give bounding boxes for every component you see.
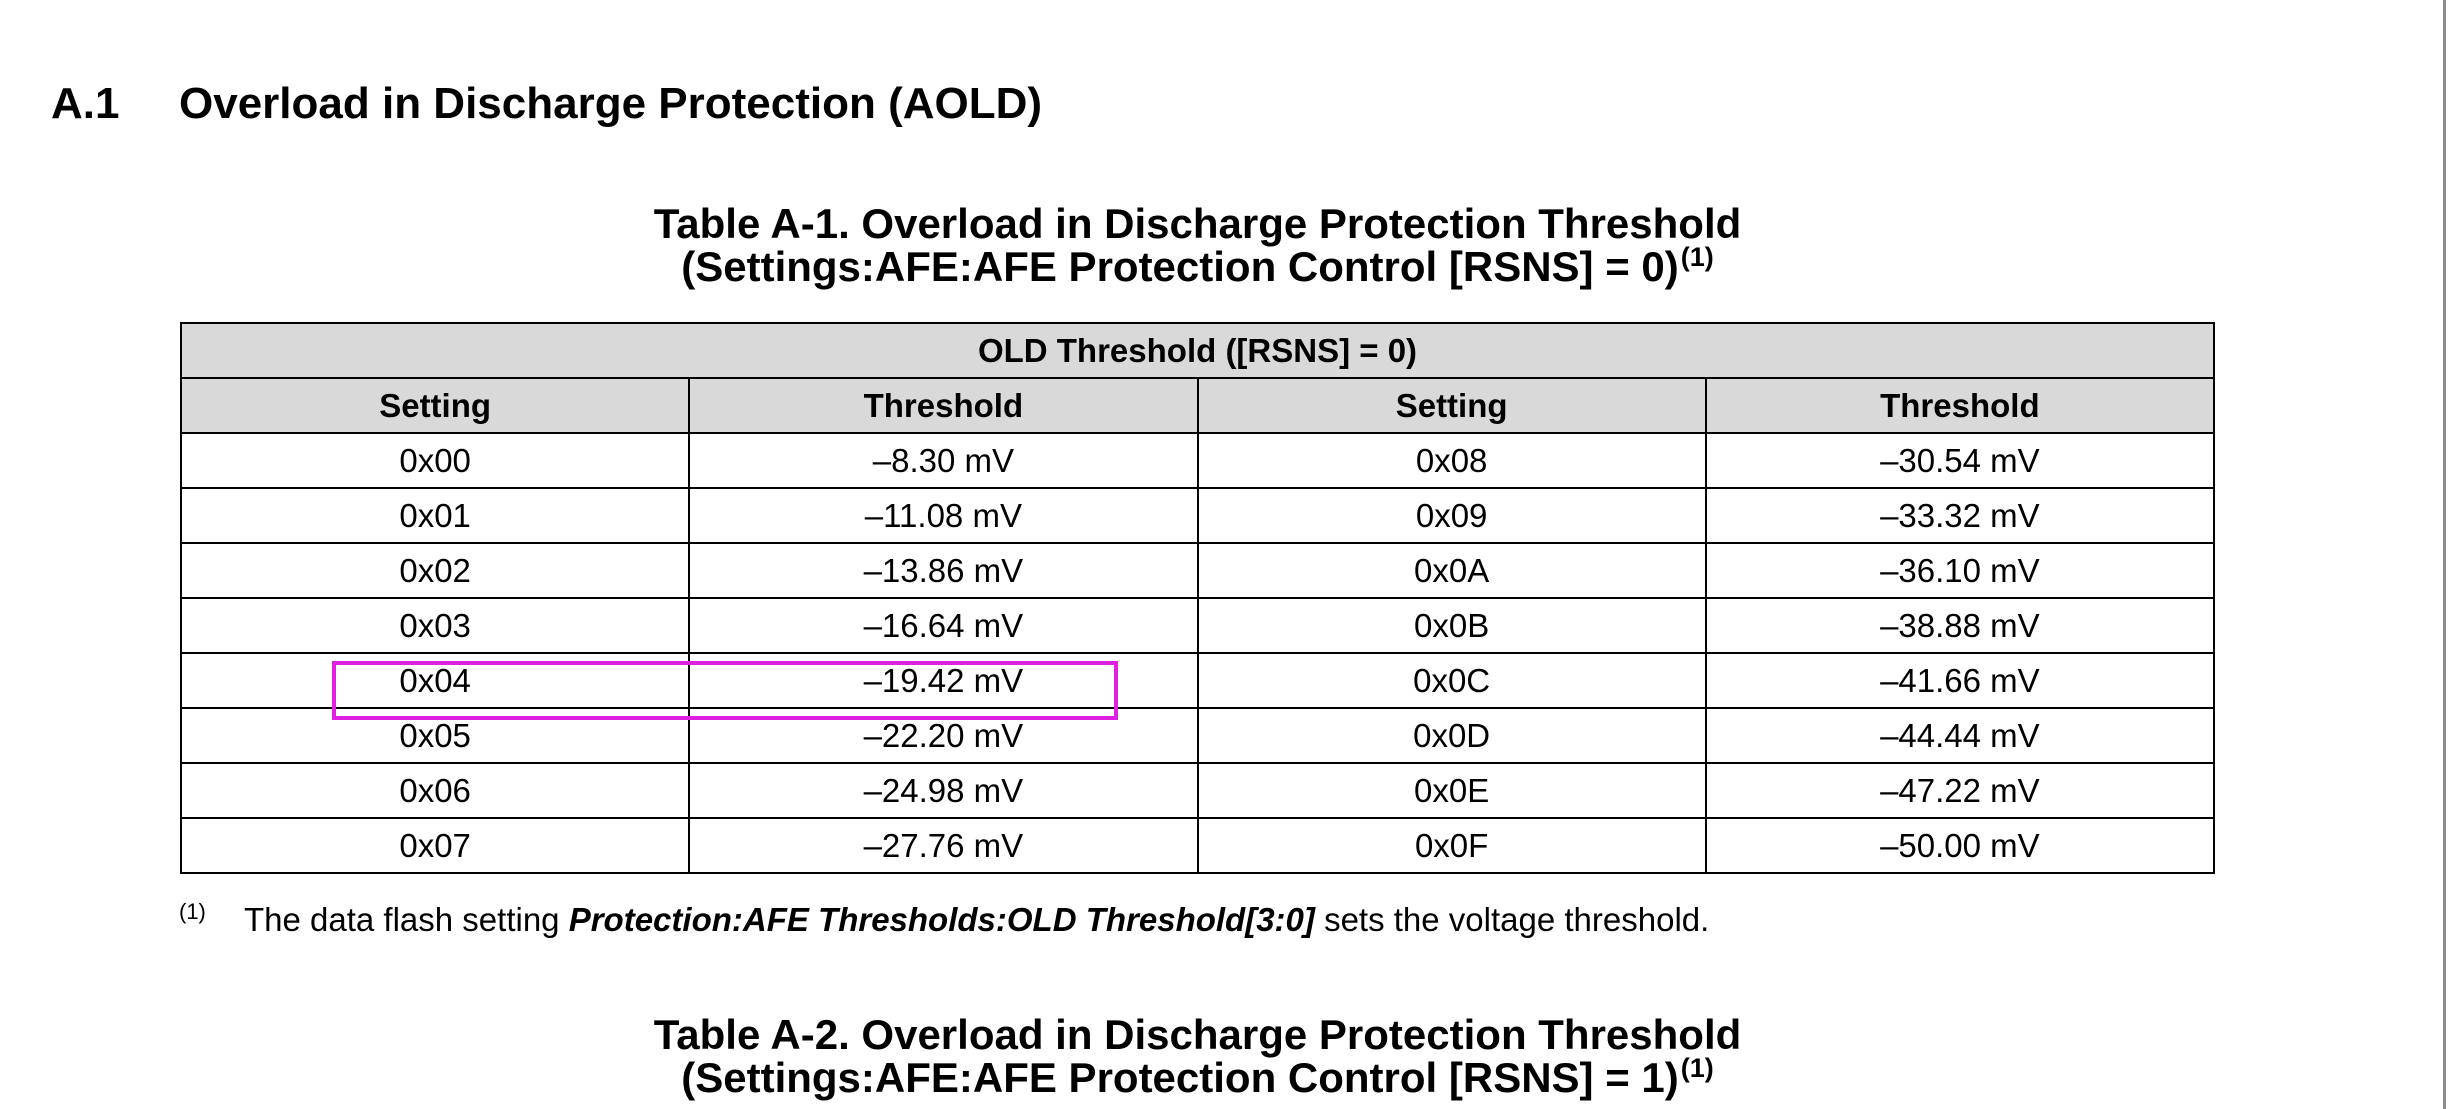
threshold-cell: –27.76 mV [688,817,1199,874]
table-a1-footnote-ref[interactable]: (1) [1680,242,1714,272]
section-number: A.1 [51,79,120,128]
threshold-cell: –44.44 mV [1704,707,2216,764]
threshold-cell: –16.64 mV [688,597,1199,654]
table-a2-caption-line2-wrap: (Settings:AFE:AFE Protection Control [RS… [180,1053,2215,1105]
setting-cell: 0x08 [1196,432,1707,489]
table-a1-caption-line2-wrap: (Settings:AFE:AFE Protection Control [RS… [180,242,2215,294]
threshold-cell: –33.32 mV [1704,487,2216,544]
table-a2-footnote-ref[interactable]: (1) [1680,1053,1714,1083]
threshold-cell: –50.00 mV [1704,817,2216,874]
setting-cell: 0x09 [1196,487,1707,544]
setting-cell: 0x0B [1196,597,1707,654]
setting-cell: 0x06 [179,762,691,819]
threshold-cell: –38.88 mV [1704,597,2216,654]
threshold-cell: –19.42 mV [688,652,1199,709]
setting-cell: 0x0F [1196,817,1707,874]
footnote-text-before: The data flash setting [244,901,569,938]
setting-cell: 0x0A [1196,542,1707,599]
threshold-cell: –47.22 mV [1704,762,2216,819]
table-row: 0x06 –24.98 mV 0x0E –47.22 mV [179,762,2216,819]
section-title: Overload in Discharge Protection (AOLD) [179,79,1043,128]
threshold-cell: –30.54 mV [1704,432,2216,489]
table-row: 0x01 –11.08 mV 0x09 –33.32 mV [179,487,2216,544]
column-header-threshold-left: Threshold [688,377,1199,434]
threshold-cell: –11.08 mV [688,487,1199,544]
setting-cell: 0x0E [1196,762,1707,819]
setting-cell: 0x05 [179,707,691,764]
table-row-highlighted: 0x04 –19.42 mV 0x0C –41.66 mV [179,652,2216,709]
table-a1-caption-line2: (Settings:AFE:AFE Protection Control [RS… [681,243,1679,290]
table-row: 0x07 –27.76 mV 0x0F –50.00 mV [179,817,2216,874]
section-heading: A.1 Overload in Discharge Protection (AOL… [51,82,1042,126]
table-row: 0x03 –16.64 mV 0x0B –38.88 mV [179,597,2216,654]
table-group-header: OLD Threshold ([RSNS] = 0) [180,322,2215,379]
table-row: 0x05 –22.20 mV 0x0D –44.44 mV [179,707,2216,764]
setting-cell: 0x07 [179,817,691,874]
window-edge-divider [2443,0,2446,1109]
old-threshold-table: OLD Threshold ([RSNS] = 0) Setting Thres… [179,322,2216,874]
table-a2-caption-line2: (Settings:AFE:AFE Protection Control [RS… [681,1054,1679,1101]
setting-cell: 0x04 [179,652,691,709]
setting-cell: 0x01 [179,487,691,544]
setting-cell: 0x0D [1196,707,1707,764]
threshold-cell: –41.66 mV [1704,652,2216,709]
setting-cell: 0x02 [179,542,691,599]
setting-cell: 0x03 [179,597,691,654]
threshold-cell: –8.30 mV [688,432,1199,489]
column-header-threshold-right: Threshold [1704,377,2216,434]
footnote-mark: (1) [179,899,206,924]
table-a2-caption-line1: Table A-2. Overload in Discharge Protect… [653,1011,1742,1058]
threshold-cell: –13.86 mV [688,542,1199,599]
table-a2-caption: Table A-2. Overload in Discharge Protect… [180,1013,2215,1105]
setting-cell: 0x0C [1196,652,1707,709]
threshold-cell: –36.10 mV [1704,542,2216,599]
table-group-header-row: OLD Threshold ([RSNS] = 0) [180,322,2215,379]
footnote-text-emphasis: Protection:AFE Thresholds:OLD Threshold[… [568,901,1315,938]
column-header-setting-right: Setting [1196,377,1707,434]
table-column-header-row: Setting Threshold Setting Threshold [179,377,2216,434]
table-row: 0x00 –8.30 mV 0x08 –30.54 mV [179,432,2216,489]
footnote-text-after: sets the voltage threshold. [1314,901,1710,938]
table-row: 0x02 –13.86 mV 0x0A –36.10 mV [179,542,2216,599]
threshold-cell: –24.98 mV [688,762,1199,819]
table-a1-caption-line1: Table A-1. Overload in Discharge Protect… [653,200,1742,247]
setting-cell: 0x00 [179,432,691,489]
column-header-setting-left: Setting [179,377,691,434]
table-a1-caption: Table A-1. Overload in Discharge Protect… [180,202,2215,294]
threshold-cell: –22.20 mV [688,707,1199,764]
table-a1-footnote: (1) The data flash setting Protection:AFE… [179,899,1710,940]
